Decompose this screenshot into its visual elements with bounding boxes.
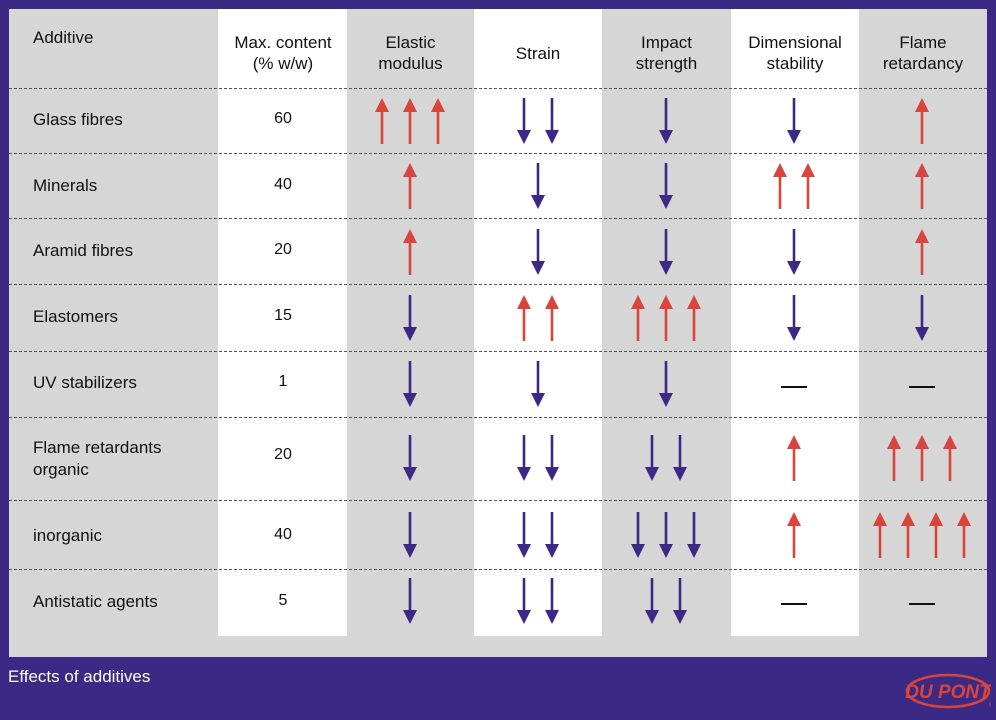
arrow-up-icon [915,163,929,209]
row-label-minerals: Minerals [33,176,98,195]
arrow-down-icon [403,295,417,341]
arrow-down-icon [659,361,673,407]
arrow-up-icon [375,98,389,144]
arrow-down-icon [545,98,559,144]
row-divider [9,500,987,501]
row-label-antistatic-agents: Antistatic agents [33,592,158,611]
arrow-down-icon [787,295,801,341]
row-divider [9,153,987,154]
arrow-down-icon [545,578,559,624]
arrow-up-icon [915,229,929,275]
arrow-down-icon [403,361,417,407]
arrow-up-icon [929,512,943,558]
max-content-flame-retardants-organic: 20 [274,446,292,463]
arrow-up-icon [787,512,801,558]
svg-text:®: ® [989,702,991,709]
arrow-up-icon [687,295,701,341]
arrow-up-icon [957,512,971,558]
arrow-down-icon [687,512,701,558]
row-label-aramid-fibres: Aramid fibres [33,241,134,260]
footer-caption: Effects of additives [8,667,151,686]
arrow-up-icon [915,435,929,481]
header-dimensional-stability: Dimensional stability [748,33,842,73]
arrow-down-icon [517,98,531,144]
row-divider [9,417,987,418]
arrow-down-icon [531,229,545,275]
row-divider [9,88,987,89]
arrow-down-icon [787,229,801,275]
arrow-down-icon [631,512,645,558]
row-label-uv-stabilizers: UV stabilizers [33,373,137,392]
row-divider [9,351,987,352]
max-content-antistatic-agents: 5 [278,592,288,609]
logo-text: DU PONT [905,682,991,703]
arrow-down-icon [531,163,545,209]
row-label-flame-retardants-organic: Flame retardants organic [33,438,162,479]
arrow-down-icon [659,512,673,558]
arrow-down-icon [659,229,673,275]
arrow-down-icon [645,435,659,481]
header-additive: Additive [33,28,94,47]
row-divider [9,218,987,219]
row-label-elastomers: Elastomers [33,307,119,326]
arrow-down-icon [673,435,687,481]
row-divider [9,569,987,570]
arrow-up-icon [545,295,559,341]
arrow-down-icon [403,435,417,481]
header-impact-strength: Impact strength [635,33,698,73]
arrow-up-icon [915,98,929,144]
arrow-up-icon [943,435,957,481]
arrow-down-icon [531,361,545,407]
column-bg-max-content [218,9,347,636]
arrow-up-icon [403,98,417,144]
max-content-minerals: 40 [274,176,292,193]
row-label-flame-retardants-inorganic: inorganic [33,526,102,545]
row-divider [9,284,987,285]
column-bg-strain [474,9,602,636]
arrow-up-icon [403,229,417,275]
dupont-logo: DU PONT ® [905,673,991,709]
arrow-up-icon [431,98,445,144]
arrow-up-icon [659,295,673,341]
arrow-up-icon [517,295,531,341]
arrow-up-icon [873,512,887,558]
row-label-glass-fibres: Glass fibres [33,110,123,129]
arrow-down-icon [403,578,417,624]
arrow-down-icon [517,435,531,481]
max-content-glass-fibres: 60 [274,110,292,127]
arrow-down-icon [659,98,673,144]
arrow-down-icon [517,578,531,624]
arrow-down-icon [545,435,559,481]
arrow-down-icon [787,98,801,144]
arrow-down-icon [673,578,687,624]
arrow-down-icon [645,578,659,624]
header-strain: Strain [515,43,561,63]
max-content-aramid-fibres: 20 [274,241,292,258]
arrow-up-icon [887,435,901,481]
header-max-content: Max. content (% w/w) [234,33,332,73]
arrow-down-icon [403,512,417,558]
arrow-up-icon [773,163,787,209]
header-elastic-modulus: Elastic modulus [378,33,443,73]
header-flame-retardancy: Flame retardancy [882,33,964,73]
arrow-up-icon [787,435,801,481]
arrow-up-icon [901,512,915,558]
arrow-up-icon [631,295,645,341]
arrow-down-icon [545,512,559,558]
arrow-down-icon [915,295,929,341]
max-content-flame-retardants-inorganic: 40 [274,526,292,543]
arrow-up-icon [801,163,815,209]
arrow-down-icon [517,512,531,558]
max-content-uv-stabilizers: 1 [278,373,288,390]
arrow-down-icon [659,163,673,209]
max-content-elastomers: 15 [274,307,292,324]
arrow-up-icon [403,163,417,209]
